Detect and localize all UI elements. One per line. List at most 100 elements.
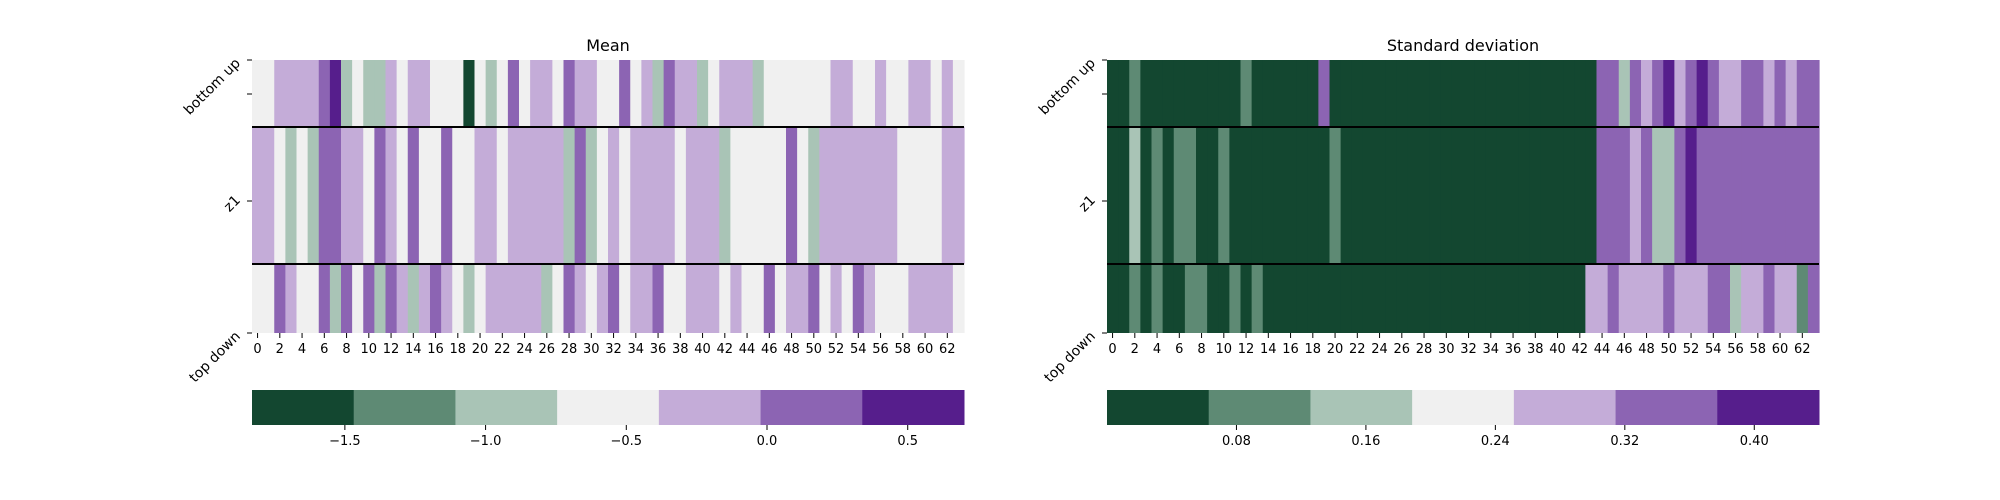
cell-top-down-34	[630, 264, 642, 333]
std-heatmap-cells	[1107, 60, 1820, 333]
cell-top-down-42	[719, 264, 731, 333]
cell-z1-34	[1485, 127, 1497, 264]
colorbar-block-1	[353, 390, 456, 425]
cell-top-down-13	[396, 264, 409, 333]
std-row-separators	[1107, 126, 1819, 265]
cell-bottom-up-63	[1807, 60, 1820, 127]
x-tick-label-32: 32	[1460, 342, 1477, 357]
cell-top-down-54	[852, 264, 865, 333]
x-tick-label-60: 60	[1772, 342, 1789, 357]
cell-bottom-up-37	[1518, 60, 1531, 127]
cell-top-down-32	[1463, 264, 1475, 333]
cell-z1-59	[1763, 127, 1776, 264]
cell-bottom-up-44	[741, 60, 754, 127]
cell-bottom-up-61	[1785, 60, 1798, 127]
cell-z1-41	[708, 127, 720, 264]
colorbar-block-0	[252, 390, 355, 425]
cell-bottom-up-40	[697, 60, 709, 127]
cell-bottom-up-0	[1107, 60, 1119, 127]
mean-row-labels: bottom up z1 top down	[181, 55, 252, 386]
cell-top-down-48	[1641, 264, 1653, 333]
colorbar-block-4	[1513, 390, 1617, 425]
cell-bottom-up-7	[329, 60, 342, 127]
cell-top-down-35	[641, 264, 654, 333]
cell-top-down-7	[329, 264, 342, 333]
cell-z1-9	[352, 127, 364, 264]
colorbar-block-4	[658, 390, 762, 425]
x-tick-label-58: 58	[1750, 342, 1767, 357]
cell-z1-12	[385, 127, 398, 264]
cell-z1-6	[1173, 127, 1186, 264]
cell-bottom-up-23	[507, 60, 520, 127]
cell-top-down-48	[786, 264, 798, 333]
cell-z1-28	[563, 127, 576, 264]
cell-bottom-up-48	[1641, 60, 1653, 127]
cell-z1-5	[307, 127, 320, 264]
x-tick-label-34: 34	[1483, 342, 1500, 357]
x-tick-label-60: 60	[917, 342, 934, 357]
cell-top-down-8	[341, 264, 353, 333]
cell-bottom-up-8	[341, 60, 353, 127]
cell-bottom-up-54	[1707, 60, 1720, 127]
cell-z1-13	[396, 127, 409, 264]
cell-bottom-up-30	[585, 60, 598, 127]
cell-z1-15	[418, 127, 431, 264]
cell-bottom-up-17	[441, 60, 453, 127]
cell-top-down-56	[1730, 264, 1742, 333]
x-tick-label-24: 24	[1371, 342, 1388, 357]
cell-bottom-up-35	[641, 60, 654, 127]
cell-top-down-26	[541, 264, 553, 333]
cell-z1-7	[1184, 127, 1197, 264]
cell-top-down-1	[1118, 264, 1130, 333]
cell-top-down-63	[952, 264, 965, 333]
cell-bottom-up-1	[1118, 60, 1130, 127]
cell-bottom-up-13	[1251, 60, 1264, 127]
x-tick-label-52: 52	[828, 342, 845, 357]
cell-top-down-21	[1340, 264, 1353, 333]
cell-top-down-15	[418, 264, 431, 333]
cell-z1-47	[1629, 127, 1642, 264]
cell-bottom-up-36	[652, 60, 665, 127]
cell-top-down-50	[1663, 264, 1675, 333]
cell-bottom-up-56	[875, 60, 887, 127]
cell-top-down-3	[285, 264, 298, 333]
cell-z1-11	[1229, 127, 1242, 264]
cell-top-down-36	[1507, 264, 1520, 333]
cell-top-down-63	[1807, 264, 1820, 333]
cell-bottom-up-5	[307, 60, 320, 127]
cell-z1-45	[1607, 127, 1620, 264]
cell-bottom-up-6	[1173, 60, 1186, 127]
cell-bottom-up-48	[786, 60, 798, 127]
cell-top-down-3	[1140, 264, 1153, 333]
x-tick-label-30: 30	[1438, 342, 1455, 357]
mean-colorbar-ticks: −1.5 −1.0 −0.5 0.0 0.5	[329, 425, 918, 449]
cell-z1-20	[1329, 127, 1342, 264]
cell-z1-13	[1251, 127, 1264, 264]
cell-top-down-25	[1385, 264, 1397, 333]
x-tick-label-54: 54	[1705, 342, 1722, 357]
cell-z1-16	[1285, 127, 1297, 264]
cell-bottom-up-47	[1629, 60, 1642, 127]
cell-bottom-up-53	[841, 60, 854, 127]
cell-top-down-31	[596, 264, 609, 333]
cell-z1-39	[685, 127, 698, 264]
cell-bottom-up-10	[363, 60, 375, 127]
cell-top-down-56	[875, 264, 887, 333]
cell-bottom-up-15	[418, 60, 431, 127]
cell-z1-49	[1652, 127, 1664, 264]
cell-top-down-45	[752, 264, 765, 333]
cell-top-down-40	[1552, 264, 1564, 333]
cell-bottom-up-38	[674, 60, 687, 127]
cell-z1-0	[1107, 127, 1119, 264]
cell-z1-36	[652, 127, 665, 264]
cell-top-down-2	[274, 264, 286, 333]
x-tick-label-18: 18	[450, 342, 467, 357]
cell-z1-11	[374, 127, 387, 264]
cell-z1-40	[697, 127, 709, 264]
x-tick-label-8: 8	[342, 342, 350, 357]
cell-bottom-up-39	[1540, 60, 1553, 127]
cell-bottom-up-9	[1207, 60, 1219, 127]
x-tick-label-2: 2	[276, 342, 284, 357]
mean-colorbar	[252, 390, 965, 425]
cell-top-down-23	[1362, 264, 1375, 333]
